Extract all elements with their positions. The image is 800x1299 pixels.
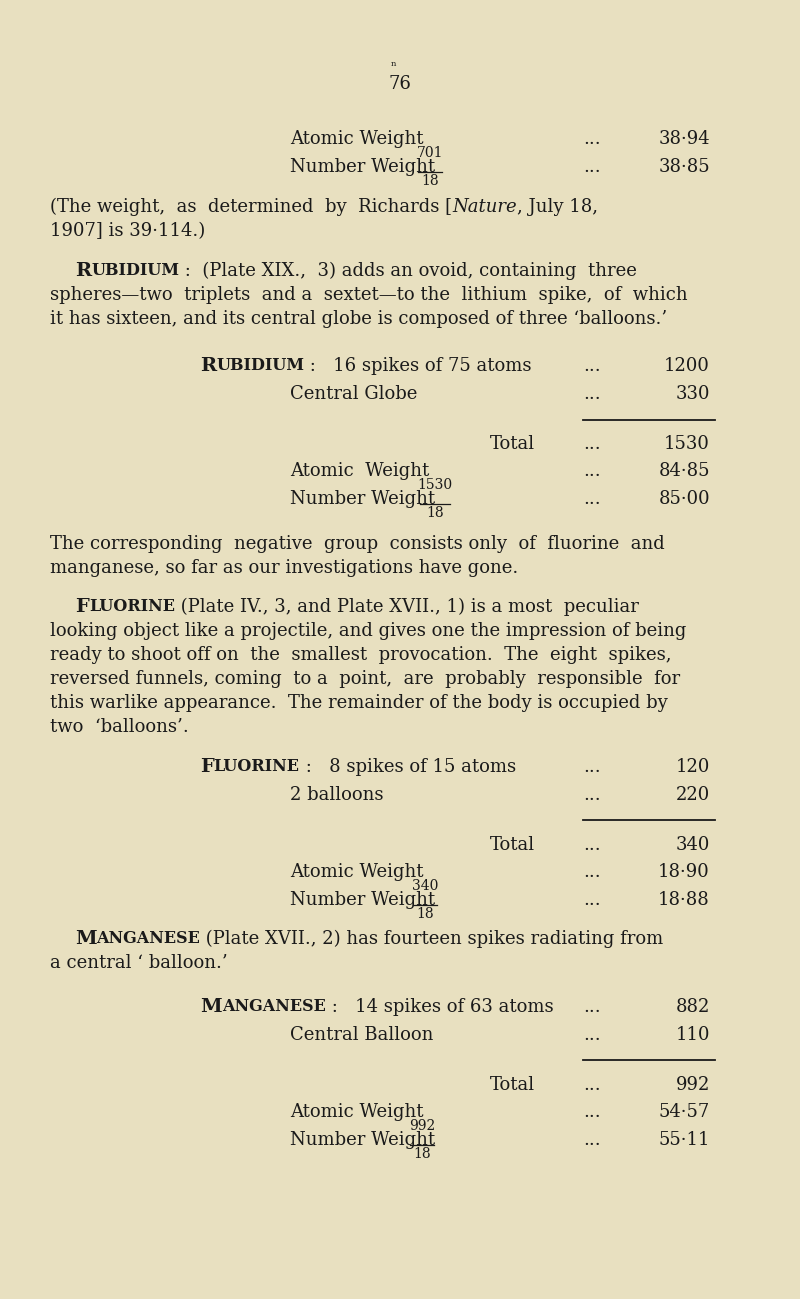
Text: 18: 18 (416, 907, 434, 921)
Text: :   14 spikes of 63 atoms: : 14 spikes of 63 atoms (326, 998, 553, 1016)
Text: ...: ... (583, 357, 601, 375)
Text: 340: 340 (412, 879, 438, 892)
Text: 84·85: 84·85 (658, 462, 710, 481)
Text: n: n (391, 60, 396, 68)
Text: UBIDIUM: UBIDIUM (216, 357, 304, 374)
Text: 1530: 1530 (664, 435, 710, 453)
Text: 18: 18 (413, 1147, 431, 1161)
Text: 18: 18 (421, 174, 439, 188)
Text: ...: ... (583, 1103, 601, 1121)
Text: 340: 340 (676, 837, 710, 853)
Text: Total: Total (490, 435, 535, 453)
Text: ...: ... (583, 1026, 601, 1044)
Text: 38·94: 38·94 (658, 130, 710, 148)
Text: ...: ... (583, 1131, 601, 1150)
Text: ready to shoot off on  the  smallest  provocation.  The  eight  spikes,: ready to shoot off on the smallest provo… (50, 646, 671, 664)
Text: ...: ... (583, 130, 601, 148)
Text: ...: ... (583, 435, 601, 453)
Text: F: F (75, 598, 89, 616)
Text: F: F (200, 759, 214, 776)
Text: 110: 110 (675, 1026, 710, 1044)
Text: 18·90: 18·90 (658, 863, 710, 881)
Text: ...: ... (583, 759, 601, 776)
Text: :   16 spikes of 75 atoms: : 16 spikes of 75 atoms (304, 357, 532, 375)
Text: manganese, so far as our investigations have gone.: manganese, so far as our investigations … (50, 559, 518, 577)
Text: ANGANESE: ANGANESE (222, 998, 326, 1015)
Text: reversed funnels, coming  to a  point,  are  probably  responsible  for: reversed funnels, coming to a point, are… (50, 670, 680, 688)
Text: M: M (75, 930, 97, 948)
Text: Total: Total (490, 837, 535, 853)
Text: UBIDIUM: UBIDIUM (91, 262, 179, 279)
Text: 85·00: 85·00 (658, 490, 710, 508)
Text: Number Weight: Number Weight (290, 891, 435, 909)
Text: Atomic  Weight: Atomic Weight (290, 462, 430, 481)
Text: M: M (200, 998, 222, 1016)
Text: Atomic Weight: Atomic Weight (290, 130, 423, 148)
Text: The corresponding  negative  group  consists only  of  fluorine  and: The corresponding negative group consist… (50, 535, 665, 553)
Text: (Plate XVII., 2) has fourteen spikes radiating from: (Plate XVII., 2) has fourteen spikes rad… (201, 930, 664, 948)
Text: it has sixteen, and its central globe is composed of three ‘balloons.’: it has sixteen, and its central globe is… (50, 310, 667, 329)
Text: ...: ... (583, 462, 601, 481)
Text: 120: 120 (676, 759, 710, 776)
Text: 54·57: 54·57 (658, 1103, 710, 1121)
Text: ...: ... (583, 158, 601, 175)
Text: spheres—two  triplets  and a  sextet—to the  lithium  spike,  of  which: spheres—two triplets and a sextet—to the… (50, 286, 688, 304)
Text: Central Balloon: Central Balloon (290, 1026, 434, 1044)
Text: Atomic Weight: Atomic Weight (290, 863, 423, 881)
Text: a central ‘ balloon.’: a central ‘ balloon.’ (50, 953, 228, 972)
Text: ...: ... (583, 837, 601, 853)
Text: R: R (200, 357, 216, 375)
Text: 76: 76 (389, 75, 411, 94)
Text: , July 18,: , July 18, (517, 197, 598, 216)
Text: ...: ... (583, 998, 601, 1016)
Text: 992: 992 (676, 1076, 710, 1094)
Text: 701: 701 (417, 145, 443, 160)
Text: ...: ... (583, 385, 601, 403)
Text: ...: ... (583, 863, 601, 881)
Text: ...: ... (583, 490, 601, 508)
Text: ...: ... (583, 786, 601, 804)
Text: Number Weight: Number Weight (290, 1131, 435, 1150)
Text: Central Globe: Central Globe (290, 385, 418, 403)
Text: this warlike appearance.  The remainder of the body is occupied by: this warlike appearance. The remainder o… (50, 694, 668, 712)
Text: ...: ... (583, 891, 601, 909)
Text: :  (Plate XIX.,  3) adds an ovoid, containing  three: : (Plate XIX., 3) adds an ovoid, contain… (179, 262, 637, 281)
Text: (Plate IV., 3, and Plate XVII., 1) is a most  peculiar: (Plate IV., 3, and Plate XVII., 1) is a … (174, 598, 638, 616)
Text: 2 balloons: 2 balloons (290, 786, 383, 804)
Text: ANGANESE: ANGANESE (97, 930, 201, 947)
Text: LUORINE: LUORINE (214, 759, 300, 776)
Text: 18: 18 (426, 507, 444, 520)
Text: 220: 220 (676, 786, 710, 804)
Text: Atomic Weight: Atomic Weight (290, 1103, 423, 1121)
Text: 38·85: 38·85 (658, 158, 710, 175)
Text: two  ‘balloons’.: two ‘balloons’. (50, 718, 189, 737)
Text: ...: ... (583, 1076, 601, 1094)
Text: Number Weight: Number Weight (290, 490, 435, 508)
Text: 55·11: 55·11 (658, 1131, 710, 1150)
Text: 1530: 1530 (418, 478, 453, 492)
Text: :   8 spikes of 15 atoms: : 8 spikes of 15 atoms (300, 759, 516, 776)
Text: 1907] is 39·114.): 1907] is 39·114.) (50, 222, 206, 240)
Text: Nature: Nature (452, 197, 517, 216)
Text: 18·88: 18·88 (658, 891, 710, 909)
Text: (The weight,  as  determined  by  Richards [: (The weight, as determined by Richards [ (50, 197, 452, 216)
Text: 330: 330 (675, 385, 710, 403)
Text: 1200: 1200 (664, 357, 710, 375)
Text: 882: 882 (676, 998, 710, 1016)
Text: Total: Total (490, 1076, 535, 1094)
Text: Number Weight: Number Weight (290, 158, 435, 175)
Text: LUORINE: LUORINE (89, 598, 174, 614)
Text: 992: 992 (409, 1118, 435, 1133)
Text: R: R (75, 262, 91, 281)
Text: looking object like a projectile, and gives one the impression of being: looking object like a projectile, and gi… (50, 622, 686, 640)
